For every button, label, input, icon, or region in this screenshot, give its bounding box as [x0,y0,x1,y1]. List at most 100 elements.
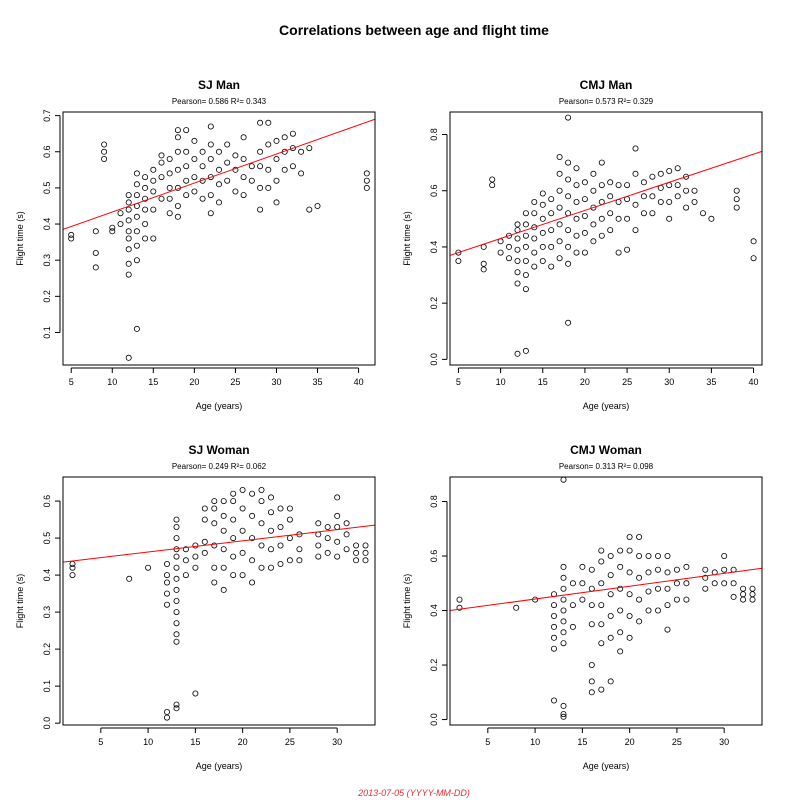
data-point [277,542,284,549]
data-point [556,221,563,228]
data-point [215,166,222,173]
data-point [267,527,274,534]
data-point [362,557,369,564]
data-point [182,572,189,579]
data-point [539,190,546,197]
data-point [258,520,265,527]
data-point [239,486,246,493]
data-point [539,257,546,264]
data-point [363,177,370,184]
data-point [664,626,671,633]
data-point [573,232,580,239]
data-point [588,662,595,669]
data-point [230,498,237,505]
data-point [201,505,208,512]
x-tick-label: 20 [189,377,199,387]
data-point [220,546,227,553]
data-point [456,596,463,603]
regression-line-cmj-woman [450,567,762,612]
data-point [626,547,633,554]
data-point [211,505,218,512]
data-point [645,569,652,576]
data-point [666,215,673,222]
points-cmj-woman [456,477,756,720]
data-point [133,257,140,264]
data-point [232,152,239,159]
data-point [224,141,231,148]
data-point [691,187,698,194]
x-tick-label: 40 [354,377,364,387]
data-point [324,535,331,542]
data-point [531,198,538,205]
data-point [649,173,656,180]
data-point [548,196,555,203]
data-point [69,561,76,568]
data-point [598,232,605,239]
data-point [240,134,247,141]
data-point [579,563,586,570]
x-tick-label: 25 [230,377,240,387]
data-point [740,591,747,598]
data-point [182,557,189,564]
data-point [125,354,132,361]
data-point [343,531,350,538]
data-point [158,152,165,159]
data-point [522,243,529,250]
data-point [480,260,487,267]
data-point [215,181,222,188]
data-point [721,580,728,587]
x-axis-label-sj-man: Age (years) [196,401,243,411]
data-point [617,629,624,636]
data-point [298,148,305,155]
data-point [273,177,280,184]
data-point [560,607,567,614]
data-point [632,170,639,177]
data-point [191,174,198,181]
data-point [556,255,563,262]
data-point [201,549,208,556]
data-point [607,634,614,641]
x-tick-label: 20 [625,737,635,747]
data-point [220,527,227,534]
data-point [569,602,576,609]
data-point [281,134,288,141]
data-point [573,182,580,189]
data-point [133,181,140,188]
data-point [626,534,633,541]
data-point [730,580,737,587]
data-point [588,689,595,696]
y-axis-label-cmj-man: Flight time (s) [402,211,412,266]
data-point [581,249,588,256]
y-tick-label: 0.4 [42,218,52,231]
data-point [191,188,198,195]
data-point [230,535,237,542]
data-point [636,574,643,581]
data-point [207,192,214,199]
data-point [548,263,555,270]
data-point [624,182,631,189]
data-point [258,486,265,493]
data-point [215,199,222,206]
data-point [240,155,247,162]
data-point [296,546,303,553]
data-point [220,564,227,571]
data-point [211,564,218,571]
data-point [220,586,227,593]
data-point [522,271,529,278]
regression-line-cmj-man [450,150,762,256]
data-point [514,235,521,242]
data-point [315,542,322,549]
y-tick-label: 0.2 [429,659,439,672]
y-tick-label: 0.8 [429,495,439,508]
data-point [125,192,132,199]
data-point [207,174,214,181]
data-point [607,591,614,598]
x-tick-label: 15 [190,737,200,747]
data-point [166,195,173,202]
data-point [315,553,322,560]
data-point [674,165,681,172]
data-point [249,490,256,497]
data-point [640,179,647,186]
x-tick-label: 35 [313,377,323,387]
data-point [289,130,296,137]
